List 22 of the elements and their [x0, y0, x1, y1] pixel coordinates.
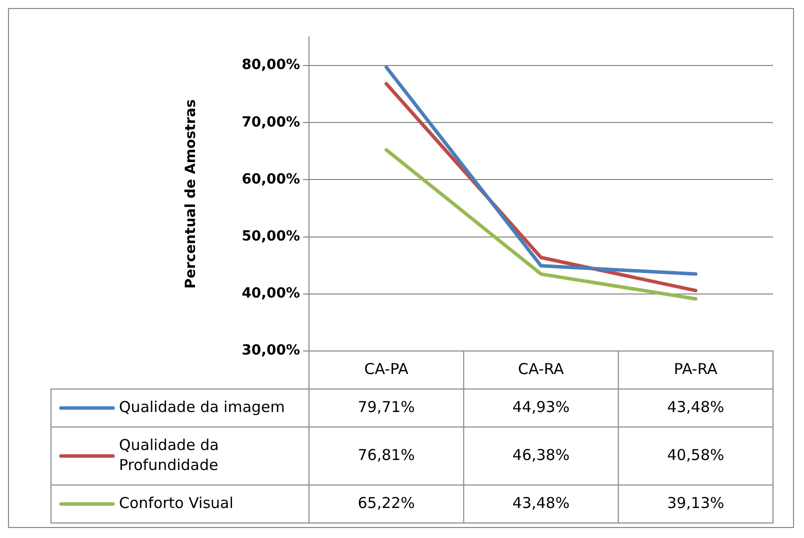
data-label: 65,22%	[358, 494, 415, 512]
y-tick-label: 40,00%	[242, 286, 300, 302]
y-tick-label: 80,00%	[242, 57, 300, 74]
y-tick-label: 60,00%	[242, 171, 300, 188]
data-label: 40,58%	[667, 446, 724, 464]
data-label: 44,93%	[512, 398, 570, 416]
y-tick-label: 70,00%	[242, 114, 300, 130]
data-label: 43,48%	[512, 494, 570, 512]
y-tick-label: 30,00%	[242, 342, 300, 359]
x-tick-label: CA-PA	[364, 360, 410, 378]
legend-label: Qualidade da imagem	[119, 398, 285, 416]
x-tick-label: CA-RA	[518, 360, 565, 378]
data-label: 46,38%	[512, 446, 570, 464]
y-tick-label: 50,00%	[242, 228, 300, 244]
legend-label: Qualidade da Profundidade	[119, 436, 219, 474]
data-label: 39,13%	[667, 494, 724, 512]
data-label: 43,48%	[667, 398, 724, 416]
data-label: 79,71%	[358, 398, 415, 416]
data-label: 76,81%	[358, 446, 415, 464]
legend-label: Conforto Visual	[119, 494, 234, 512]
y-axis-title: Percentual de Amostras	[183, 99, 200, 289]
x-tick-label: PA-RA	[674, 360, 718, 378]
